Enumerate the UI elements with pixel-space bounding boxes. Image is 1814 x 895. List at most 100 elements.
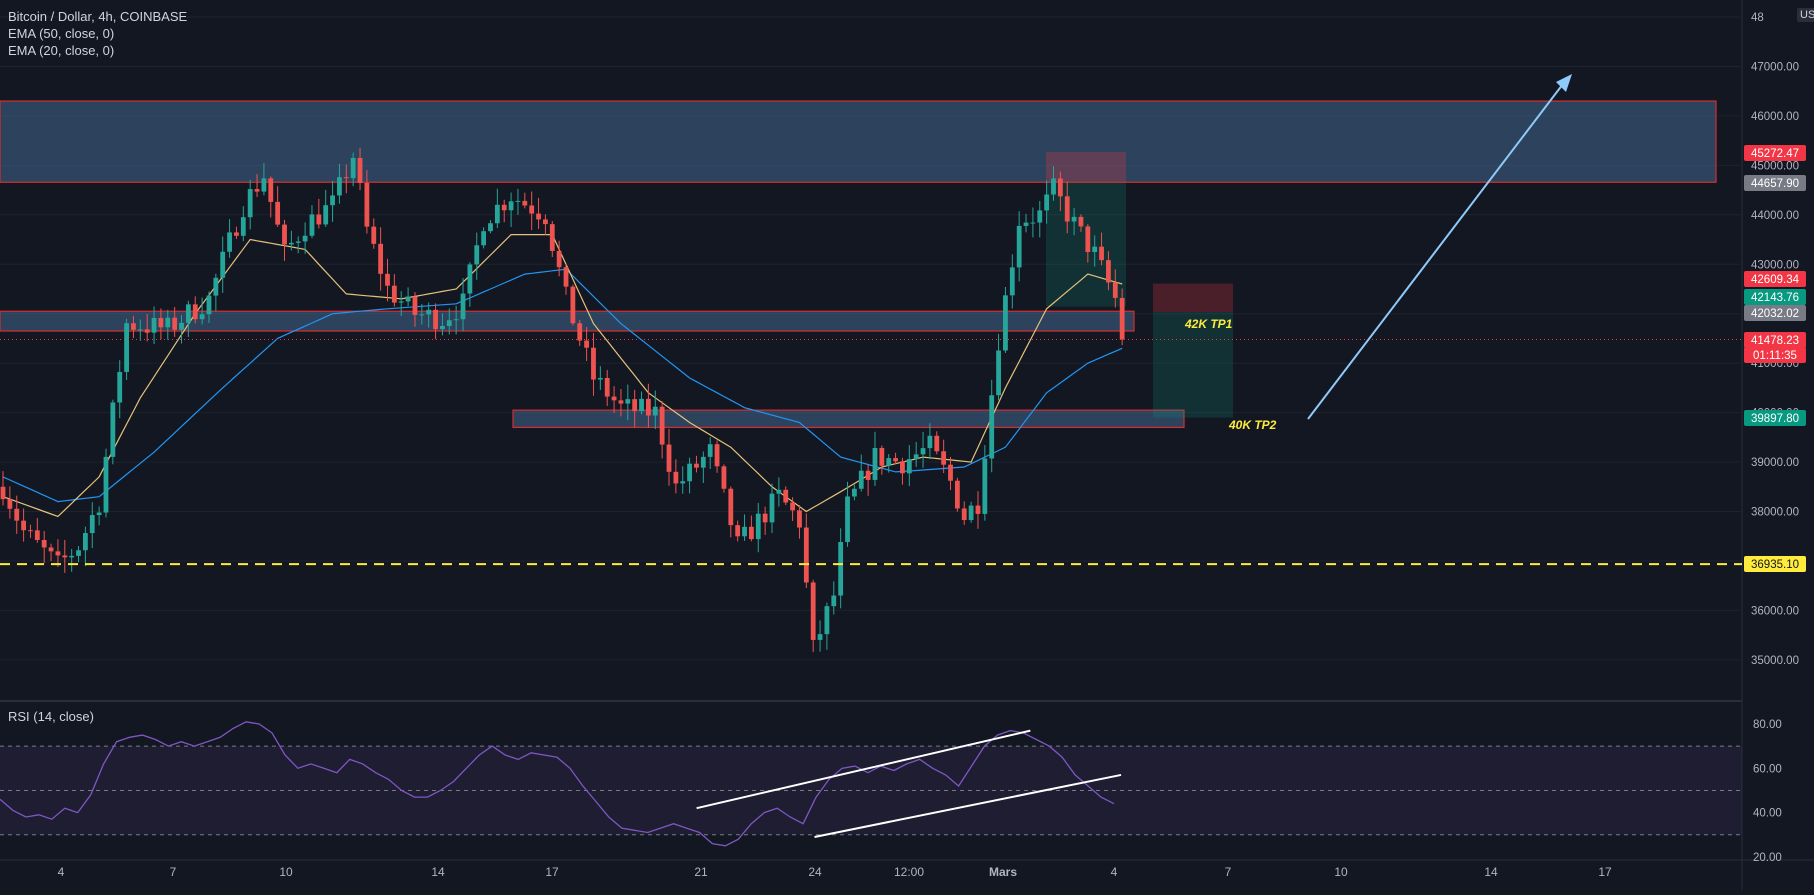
candle-body (893, 458, 898, 462)
candle-body (1099, 246, 1104, 261)
trade-box-target[interactable] (1153, 312, 1233, 418)
trade-boxes[interactable] (1046, 151, 1233, 418)
symbol-title[interactable]: Bitcoin / Dollar, 4h, COINBASE (8, 9, 188, 24)
currency-badge[interactable]: USD (1797, 8, 1814, 22)
candle-body (419, 314, 425, 316)
candle (282, 219, 287, 261)
zone-middle[interactable] (0, 310, 1135, 332)
support-resistance-zones[interactable] (0, 100, 1717, 429)
price-tick-label: 35000.00 (1751, 655, 1799, 667)
candle (481, 227, 487, 249)
candle (948, 456, 953, 491)
time-axis[interactable]: 4 7 10 14 17 21 24 12:00 Mars 4 7 10 14 17 (58, 865, 1612, 879)
time-tick-label: 12:00 (894, 865, 924, 879)
candle (41, 531, 47, 564)
rsi-trendline[interactable] (696, 729, 1031, 810)
candle (803, 513, 809, 589)
candle-body (357, 157, 363, 183)
candle (405, 287, 411, 307)
candle-body (652, 406, 658, 416)
candle (185, 300, 191, 337)
candle-body (1064, 196, 1070, 222)
candle (337, 163, 342, 204)
candle-body (412, 296, 418, 316)
candle-body (982, 458, 988, 514)
candle-body (989, 395, 995, 459)
candle (467, 262, 473, 307)
candle (831, 581, 837, 615)
candle (89, 502, 95, 549)
candle (323, 189, 329, 227)
candle-body (288, 242, 294, 245)
time-tick-label: 4 (1111, 865, 1118, 879)
candle-body (858, 470, 864, 489)
ema20-legend[interactable]: EMA (20, close, 0) (8, 43, 115, 58)
candle (584, 327, 590, 362)
rsi-pane[interactable]: 20.00 40.00 60.00 80.00 (0, 719, 1782, 864)
annotation-tp1[interactable]: 42K TP1 (1184, 317, 1233, 331)
candle (982, 445, 988, 521)
candle (330, 180, 335, 222)
candle (62, 539, 68, 573)
price-tick-label: 48 (1751, 12, 1764, 24)
ema50-legend[interactable]: EMA (50, close, 0) (8, 26, 115, 41)
candle-body (302, 235, 308, 242)
candle-body (536, 213, 541, 220)
candle (254, 173, 260, 198)
candle-body (549, 224, 555, 251)
price-axis[interactable]: 35000.0036000.0037000.0038000.0039000.00… (1744, 12, 1806, 667)
time-tick-label: 14 (1484, 865, 1498, 879)
zone-resistance[interactable] (0, 100, 1717, 183)
candle-body (865, 470, 871, 480)
candle (412, 292, 418, 327)
candle-body (254, 189, 260, 192)
candle-body (131, 323, 136, 330)
candle (227, 219, 232, 258)
candle-body (824, 606, 830, 635)
annotation-tp2[interactable]: 40K TP2 (1228, 418, 1277, 432)
candle-body (55, 551, 61, 556)
trade-box-stop[interactable] (1153, 283, 1233, 313)
overlays[interactable]: 42K TP1 40K TP2 (0, 74, 1742, 566)
candle (776, 477, 782, 507)
candle-body (165, 317, 171, 328)
candle (1003, 287, 1008, 353)
trend-arrow-line[interactable] (1307, 79, 1567, 420)
candle (769, 483, 775, 534)
candle-body (282, 224, 287, 245)
candle-body (742, 526, 747, 537)
rsi-trendline[interactable] (814, 773, 1122, 838)
zone-lower[interactable] (512, 409, 1185, 429)
candle (906, 445, 912, 487)
candle-body (330, 195, 335, 206)
candle (1064, 181, 1070, 234)
candle-body (831, 595, 837, 607)
candle (501, 199, 507, 223)
candle-body (1037, 210, 1043, 223)
candle (817, 620, 823, 652)
candle (48, 543, 54, 561)
price-tag-bg (1744, 410, 1806, 426)
trade-box-stop[interactable] (1046, 151, 1126, 183)
candle (371, 218, 377, 249)
candle-body (185, 304, 191, 323)
candle-body (1112, 282, 1118, 298)
candle (858, 454, 864, 492)
time-tick-label: 24 (808, 865, 822, 879)
candle (151, 306, 157, 345)
candle-body (446, 320, 452, 326)
candle-body (728, 488, 734, 526)
price-tag-label: 44657.90 (1751, 178, 1799, 190)
candle (55, 539, 61, 567)
candle-body (1085, 226, 1091, 252)
candle (886, 454, 892, 473)
candle (240, 206, 246, 242)
candle (453, 305, 459, 335)
candle (103, 448, 109, 518)
candle (666, 429, 672, 486)
rsi-legend[interactable]: RSI (14, close) (8, 709, 94, 724)
candle-body (261, 178, 267, 192)
